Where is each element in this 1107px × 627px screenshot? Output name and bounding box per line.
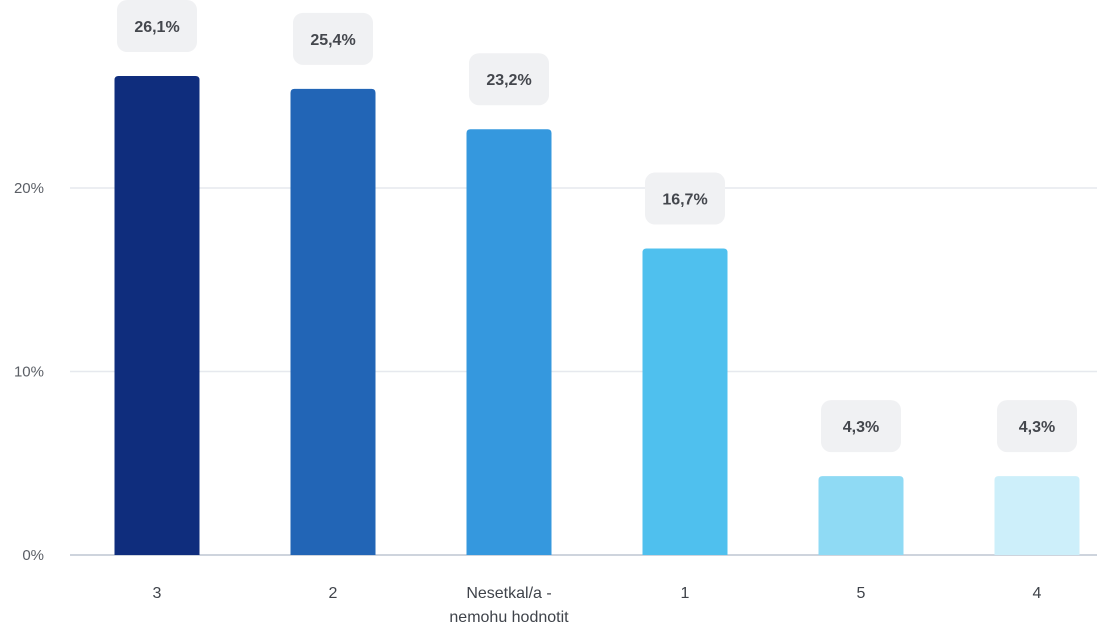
y-tick-label: 20% — [14, 180, 44, 197]
x-tick-label: Nesetkal/a - nemohu hodnotit — [449, 585, 569, 626]
x-tick-label: 5 — [857, 585, 866, 602]
data-label: 16,7% — [662, 192, 707, 209]
data-label: 4,3% — [1019, 419, 1055, 436]
x-tick-label-line: 5 — [857, 585, 866, 602]
gridlines — [70, 187, 1097, 556]
bar — [994, 476, 1080, 555]
data-label-box — [821, 400, 901, 453]
data-label: 4,3% — [843, 419, 879, 436]
x-tick-label-line: nemohu hodnotit — [449, 609, 569, 626]
data-label: 26,1% — [134, 19, 179, 36]
data-label: 25,4% — [310, 32, 355, 49]
bar — [642, 248, 728, 555]
y-axis: 0% 10% 20% — [14, 180, 44, 564]
x-tick-label: 1 — [681, 585, 690, 602]
data-label: 23,2% — [486, 72, 531, 89]
x-tick-label-line: 3 — [153, 585, 162, 602]
y-tick-label: 0% — [22, 547, 44, 564]
x-tick-label-line: 4 — [1033, 585, 1042, 602]
x-tick-label-line: 1 — [681, 585, 690, 602]
data-label-box — [117, 0, 197, 52]
x-tick-label: 4 — [1033, 585, 1042, 602]
bar — [290, 88, 376, 555]
bar — [114, 76, 200, 555]
x-tick-label-line: Nesetkal/a - — [466, 585, 551, 602]
x-tick-label: 2 — [329, 585, 338, 602]
x-axis: 3 2 Nesetkal/a - nemohu hodnotit 1 5 4 — [153, 585, 1042, 626]
data-label-box — [469, 53, 549, 106]
bar — [818, 476, 904, 555]
bar — [466, 129, 552, 555]
data-label-box — [645, 172, 725, 225]
y-tick-label: 10% — [14, 363, 44, 380]
data-labels: 26,1% 25,4% 23,2% 16,7% 4,3% 4,3% — [117, 0, 1077, 453]
x-tick-label-line: 2 — [329, 585, 338, 602]
bars — [114, 76, 1080, 555]
x-tick-label: 3 — [153, 585, 162, 602]
data-label-box — [293, 12, 373, 65]
data-label-box — [997, 400, 1077, 453]
